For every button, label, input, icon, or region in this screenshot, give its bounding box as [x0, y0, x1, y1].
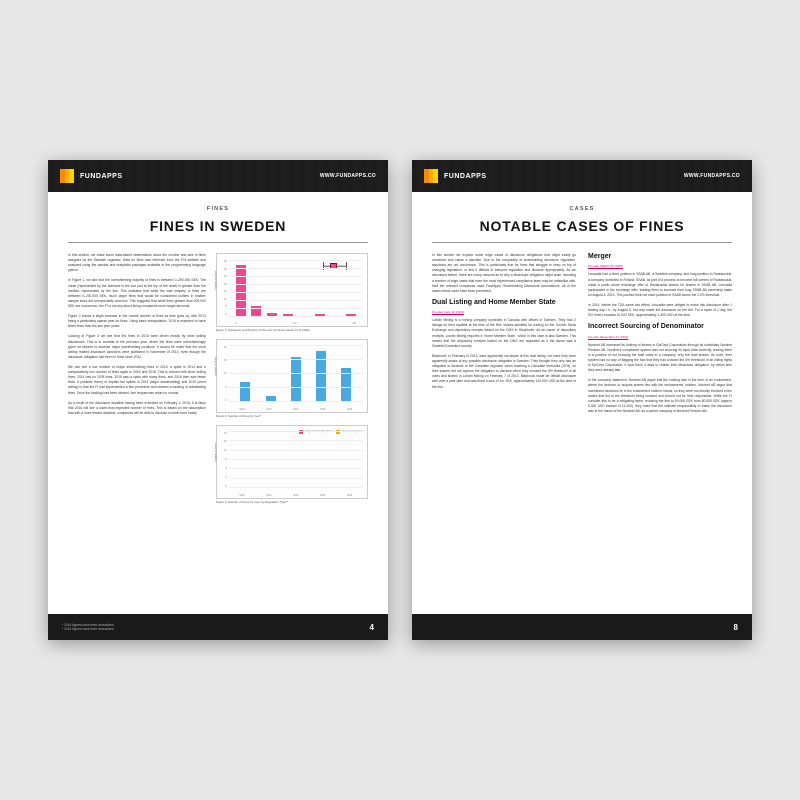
page-header: FUNDAPPS WWW.FUNDAPPS.CO — [412, 160, 752, 192]
para: As a result of the disclosure deadline h… — [68, 401, 206, 416]
footnote: * 2016 figures have been annualized* 201… — [62, 623, 114, 632]
fig1-xaxis: 01M2M — [229, 322, 363, 325]
brand-logo: FUNDAPPS — [60, 169, 123, 183]
figure-1: Number of Fines 35302520151050 01M2M — [216, 253, 368, 333]
brand-logo: FUNDAPPS — [424, 169, 487, 183]
page-number: 8 — [734, 623, 738, 632]
fig2-plot — [229, 346, 363, 402]
column-b: Merger FI Letter (March 25, 2015) Leucad… — [588, 253, 732, 419]
fig2-yaxis: 20151050 — [219, 346, 227, 402]
fig3-xaxis: 20122013201420152016 — [229, 494, 363, 497]
page-title: FINES IN SWEDEN — [68, 218, 368, 234]
figure-3: Number of Fines Major Shareholding Fines… — [216, 425, 368, 505]
para: Blackrock, in February of 2013, were app… — [432, 354, 576, 390]
para: In this section, we make some data-based… — [68, 253, 206, 273]
brand-name: FUNDAPPS — [444, 173, 487, 180]
fig1-plot — [229, 260, 363, 316]
page-title: NOTABLE CASES OF FINES — [432, 218, 732, 234]
para: In the company statement, Nordnet AB arg… — [588, 378, 732, 414]
title-rule — [68, 242, 368, 243]
brand-url: WWW.FUNDAPPS.CO — [684, 173, 740, 179]
para: Figure 2 shows a slight increase in the … — [68, 314, 206, 329]
content-columns: In this section we explore some edge cas… — [432, 253, 732, 419]
fig2-caption: Figure 2: Number of Fines by Year* — [216, 415, 368, 419]
brand-name: FUNDAPPS — [80, 173, 123, 180]
heading-denominator: Incorrect Sourcing of Denominator — [588, 323, 732, 331]
page-header: FUNDAPPS WWW.FUNDAPPS.CO — [48, 160, 388, 192]
page-fines: FUNDAPPS WWW.FUNDAPPS.CO FINES FINES IN … — [48, 160, 388, 640]
brand-url: WWW.FUNDAPPS.CO — [320, 173, 376, 179]
chart-column: Number of Fines 35302520151050 01M2M — [216, 253, 368, 504]
para: We can see a low number of major shareho… — [68, 365, 206, 396]
fig3-plot — [229, 432, 363, 488]
fig2-xaxis: 20122013201420152016 — [229, 408, 363, 411]
eyebrow: FINES — [68, 206, 368, 212]
bar — [236, 265, 246, 316]
bar — [291, 357, 301, 402]
page-cases: FUNDAPPS WWW.FUNDAPPS.CO CASES NOTABLE C… — [412, 160, 752, 640]
title-rule — [432, 242, 732, 243]
source-link[interactable]: FI Letter (July 13, 2014) — [432, 310, 576, 314]
page-footer: * 2016 figures have been annualized* 201… — [48, 614, 388, 640]
page-body: FINES FINES IN SWEDEN In this section, w… — [48, 192, 388, 614]
para: Leucadia had a short position in SSAB AB… — [588, 272, 732, 298]
heading-merger: Merger — [588, 253, 732, 261]
logo-mark — [60, 169, 74, 183]
logo-mark — [424, 169, 438, 183]
para: Looking at Figure 3 we see that the fine… — [68, 334, 206, 360]
figure-2: Number of Fines 20151050 201220132014201… — [216, 339, 368, 419]
text-column: In this section, we make some data-based… — [68, 253, 206, 504]
bar — [240, 382, 250, 402]
content-columns: In this section, we make some data-based… — [68, 253, 368, 504]
intro: In this section we explore some edge cas… — [432, 253, 576, 294]
fig2-chart: Number of Fines 20151050 201220132014201… — [216, 339, 368, 413]
fig3-yaxis: 1815129630 — [219, 432, 227, 488]
fig1-caption: Figure 1: Histogram and Boxplot of Fine … — [216, 329, 368, 333]
para: Lundin Mining is a mining company domici… — [432, 318, 576, 349]
column-a: In this section we explore some edge cas… — [432, 253, 576, 419]
fig3-chart: Number of Fines Major Shareholding Fines… — [216, 425, 368, 499]
heading-dual-listing: Dual Listing and Home Member State — [432, 299, 576, 307]
para: In 2014, before the TDA came into effect… — [588, 303, 732, 318]
source-link[interactable]: FI Letter (March 25, 2015) — [588, 264, 732, 268]
para: In Figure 1, we see that the overwhelmin… — [68, 278, 206, 309]
page-body: CASES NOTABLE CASES OF FINES In this sec… — [412, 192, 752, 614]
para: Nordnet AB increased its holding of shar… — [588, 343, 732, 374]
fig3-caption: Figure 3: Number of Fines by Year, by Re… — [216, 501, 368, 505]
page-number: 4 — [370, 623, 374, 632]
source-link[interactable]: FI Letter (December 17, 2012) — [588, 335, 732, 339]
fig1-chart: Number of Fines 35302520151050 01M2M — [216, 253, 368, 327]
fig1-yaxis: 35302520151050 — [219, 260, 227, 316]
page-footer: 8 — [412, 614, 752, 640]
eyebrow: CASES — [432, 206, 732, 212]
